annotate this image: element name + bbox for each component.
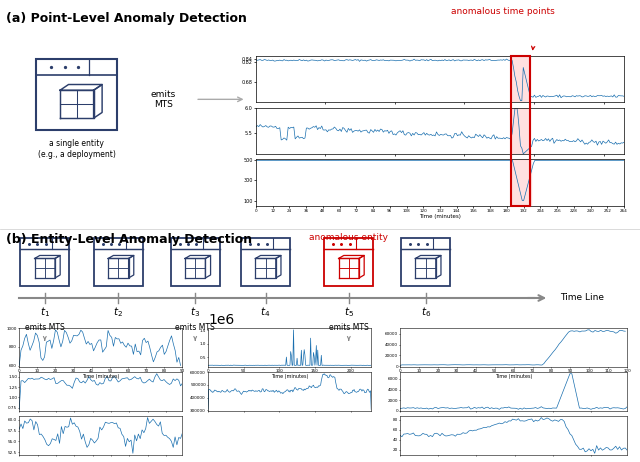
Text: $t_4$: $t_4$	[260, 305, 271, 319]
Text: emits MTS: emits MTS	[329, 323, 369, 332]
Bar	[511, 108, 531, 154]
Text: anomalous entity: anomalous entity	[309, 233, 388, 242]
Text: (a) Point-Level Anomaly Detection: (a) Point-Level Anomaly Detection	[6, 12, 247, 24]
Text: $t_1$: $t_1$	[40, 305, 50, 319]
Text: $t_2$: $t_2$	[113, 305, 124, 319]
FancyBboxPatch shape	[401, 238, 450, 286]
Text: emits MTS: emits MTS	[25, 323, 65, 332]
Bar	[511, 56, 531, 102]
X-axis label: Time (minutes): Time (minutes)	[82, 374, 120, 379]
Text: emits MTS: emits MTS	[175, 323, 215, 332]
FancyBboxPatch shape	[324, 238, 373, 286]
FancyBboxPatch shape	[241, 238, 290, 286]
FancyBboxPatch shape	[94, 238, 143, 286]
FancyBboxPatch shape	[171, 238, 220, 286]
FancyBboxPatch shape	[20, 238, 69, 286]
Text: emits
MTS: emits MTS	[150, 90, 176, 109]
X-axis label: Time (minutes): Time (minutes)	[495, 374, 532, 379]
FancyBboxPatch shape	[36, 59, 117, 130]
X-axis label: Time (minutes): Time (minutes)	[419, 214, 461, 219]
Text: (b) Entity-Level Anomaly Detection: (b) Entity-Level Anomaly Detection	[6, 233, 253, 246]
Bar	[511, 159, 531, 206]
Text: Time Line: Time Line	[560, 293, 604, 303]
Text: $t_3$: $t_3$	[190, 305, 200, 319]
X-axis label: Time (minutes): Time (minutes)	[271, 374, 308, 379]
Text: $t_6$: $t_6$	[420, 305, 431, 319]
Text: a single entity
(e.g., a deployment): a single entity (e.g., a deployment)	[38, 140, 116, 159]
Text: anomalous time points: anomalous time points	[451, 7, 554, 16]
Text: $t_5$: $t_5$	[344, 305, 354, 319]
